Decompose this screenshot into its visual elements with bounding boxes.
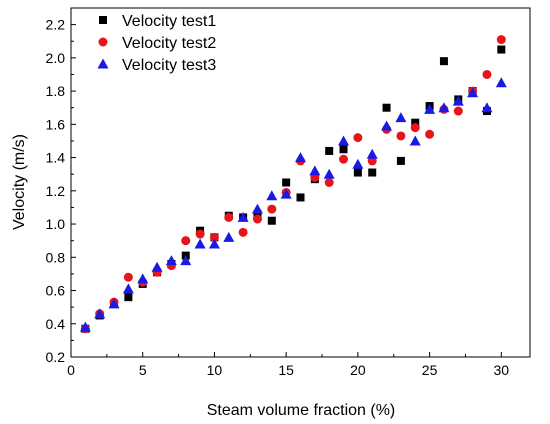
- y-tick-label: 1.2: [46, 183, 66, 199]
- x-tick-label: 10: [207, 362, 223, 378]
- y-tick-label: 2.0: [46, 50, 66, 66]
- data-point-circle: [252, 214, 262, 224]
- data-point-triangle: [366, 148, 378, 159]
- y-tick-label: 1.6: [46, 116, 66, 132]
- y-tick-label: 0.4: [46, 316, 66, 332]
- data-point-triangle: [194, 238, 206, 249]
- data-point-triangle: [79, 321, 91, 332]
- data-point-triangle: [338, 135, 350, 146]
- y-tick-label: 1.4: [46, 150, 66, 166]
- y-tick-label: 0.6: [46, 283, 66, 299]
- y-axis-title: Velocity (m/s): [11, 134, 28, 230]
- data-point-square: [267, 216, 276, 225]
- data-point-square: [396, 156, 405, 165]
- y-tick-label: 1.8: [46, 83, 66, 99]
- data-point-triangle: [438, 102, 450, 113]
- data-point-triangle: [452, 95, 464, 106]
- legend-label: Velocity test3: [122, 57, 216, 74]
- series-3-points: [79, 77, 507, 332]
- series-2-points: [80, 35, 506, 334]
- data-point-circle: [123, 272, 133, 282]
- data-point-triangle: [251, 203, 263, 214]
- y-tick-label: 0.2: [46, 349, 66, 365]
- data-point-square: [124, 293, 133, 302]
- x-tick-label: 25: [422, 362, 438, 378]
- data-point-circle: [209, 232, 219, 242]
- x-axis-title: Steam volume fraction (%): [207, 402, 396, 419]
- data-point-square: [325, 146, 334, 155]
- data-point-square: [253, 210, 262, 219]
- data-point-triangle: [481, 102, 493, 113]
- data-point-triangle: [122, 283, 134, 294]
- x-tick-label: 15: [278, 362, 294, 378]
- data-point-circle: [453, 106, 463, 116]
- data-point-triangle: [381, 120, 393, 131]
- data-point-square: [339, 145, 348, 154]
- data-point-triangle: [137, 273, 149, 284]
- data-point-triangle: [352, 158, 364, 169]
- x-tick-label: 20: [350, 362, 366, 378]
- data-point-circle: [410, 123, 420, 133]
- data-point-triangle: [495, 77, 507, 88]
- x-axis-ticks: 0 5 10 15 20 25 30: [67, 352, 509, 378]
- data-point-triangle: [165, 255, 177, 266]
- data-point-triangle: [295, 152, 306, 163]
- data-point-circle: [353, 133, 363, 143]
- data-point-circle: [181, 236, 191, 246]
- legend-marker-circle: [98, 37, 108, 47]
- data-points: [79, 35, 507, 334]
- data-point-triangle: [409, 135, 421, 146]
- legend-label: Velocity test1: [122, 13, 216, 30]
- y-tick-label: 2.2: [46, 17, 66, 33]
- data-point-circle: [496, 35, 506, 45]
- data-point-square: [382, 103, 391, 112]
- series-1-points: [81, 45, 506, 333]
- data-point-triangle: [237, 211, 249, 222]
- data-point-square: [282, 178, 291, 187]
- data-point-square: [439, 57, 448, 66]
- data-point-square: [353, 168, 362, 177]
- data-point-triangle: [266, 190, 278, 201]
- data-point-circle: [425, 129, 435, 139]
- data-point-circle: [482, 69, 492, 79]
- x-tick-label: 5: [139, 362, 147, 378]
- data-point-triangle: [180, 255, 192, 266]
- y-axis-ticks: 0.2 0.4 0.6 0.8 1.0 1.2 1.4 1.6 1.8 2.0 2.2: [46, 17, 76, 365]
- data-point-triangle: [467, 87, 479, 98]
- data-point-square: [296, 193, 305, 202]
- x-tick-label: 0: [67, 362, 75, 378]
- data-point-circle: [339, 154, 349, 164]
- legend-label: Velocity test2: [122, 35, 216, 52]
- plot-frame: [70, 7, 531, 358]
- data-point-triangle: [94, 308, 106, 319]
- data-point-triangle: [323, 168, 335, 179]
- data-point-square: [368, 168, 377, 177]
- y-tick-label: 0.8: [46, 249, 66, 265]
- data-point-triangle: [208, 238, 220, 249]
- legend-marker-triangle: [97, 58, 109, 69]
- data-point-triangle: [108, 298, 120, 309]
- x-tick-label: 30: [494, 362, 510, 378]
- data-point-circle: [238, 227, 248, 237]
- data-point-triangle: [280, 188, 292, 199]
- data-point-circle: [224, 212, 234, 222]
- legend: Velocity test1 Velocity test2 Velocity tes…: [97, 13, 216, 74]
- legend-marker-square: [99, 16, 107, 24]
- data-point-circle: [324, 178, 334, 187]
- data-point-triangle: [309, 165, 321, 176]
- data-point-triangle: [151, 261, 163, 272]
- data-point-circle: [267, 204, 277, 214]
- data-point-triangle: [424, 103, 436, 114]
- data-point-circle: [195, 229, 205, 239]
- data-point-square: [497, 45, 506, 54]
- y-tick-label: 1.0: [46, 216, 66, 232]
- data-point-square: [411, 118, 420, 127]
- data-point-triangle: [395, 112, 407, 123]
- data-point-circle: [396, 131, 406, 141]
- data-point-triangle: [223, 231, 235, 242]
